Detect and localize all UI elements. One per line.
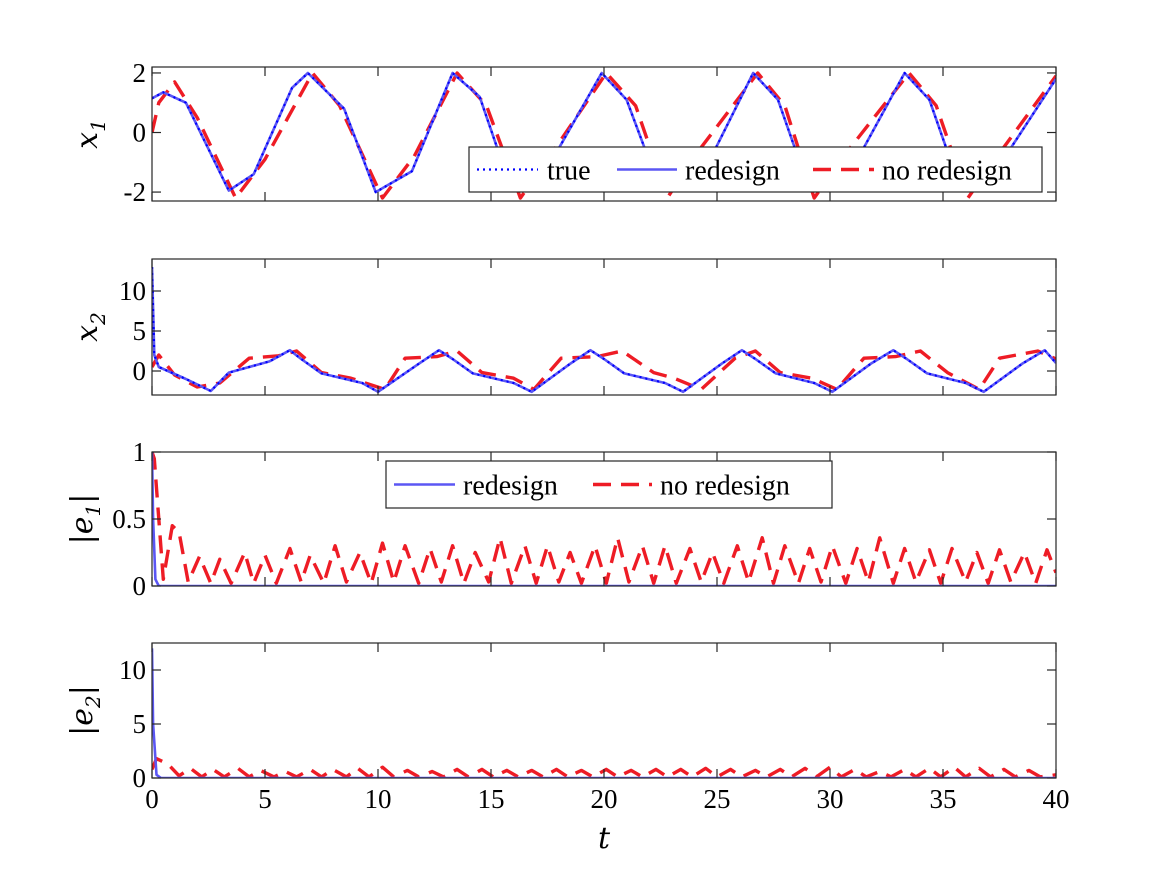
- subplot-4: 0 5 10 0 5 10 15 20 25 30 35 40 |e2| t: [65, 642, 1070, 856]
- y-tick-label: 0: [133, 118, 147, 148]
- legend-label-true: true: [547, 156, 591, 187]
- x-tick-label: 40: [1043, 784, 1070, 814]
- legend-label-redesign: redesign: [463, 471, 558, 502]
- x-tick-label: 25: [704, 784, 731, 814]
- y-tick-label: 2: [133, 58, 147, 88]
- legend: redesign no redesign: [385, 460, 833, 509]
- y-axis-label-subscript: 2: [81, 695, 105, 709]
- legend-label-redesign: redesign: [685, 156, 780, 187]
- series-no-redesign-line: [152, 756, 1056, 778]
- y-axis-label-subscript: 1: [86, 119, 110, 132]
- y-tick-label: 1: [133, 437, 147, 467]
- y-axis-label-subscript: 2: [86, 312, 110, 326]
- x-axis-label: t: [598, 821, 611, 856]
- x-tick-label: 30: [817, 784, 844, 814]
- subplot-2: 0 5 10 x2: [70, 258, 1057, 396]
- series-redesign-line: [152, 452, 1056, 586]
- subplot-1: -2 0 2 x1 true redesign no redesign: [70, 58, 1057, 207]
- legend: true redesign no redesign: [468, 146, 1043, 193]
- y-axis-label: x2: [70, 312, 110, 342]
- subplot-3: 00.51|e1| redesign no redesign: [65, 437, 1057, 601]
- y-axis-label-main: x: [70, 132, 105, 149]
- y-axis-label-main: |e: [65, 516, 100, 544]
- x-tick-label: 0: [145, 784, 159, 814]
- y-axis-label-suffix: |: [65, 685, 100, 695]
- series-redesign-line: [152, 266, 1056, 394]
- y-tick-label: 0: [133, 763, 147, 793]
- y-tick-label: 0.5: [112, 504, 146, 534]
- plot-area: [152, 259, 1056, 395]
- series-redesign-line: [152, 648, 1056, 778]
- y-tick-label: -2: [124, 177, 147, 207]
- y-axis-label: |e1|: [65, 494, 105, 545]
- y-tick-label: 0: [133, 571, 147, 601]
- y-tick-label: 0: [133, 356, 147, 386]
- series-no-redesign-line: [152, 452, 1056, 585]
- y-axis-label-main: |e: [65, 708, 100, 736]
- y-tick-label: 10: [119, 655, 146, 685]
- legend-label-no-redesign: no redesign: [882, 156, 1012, 187]
- y-axis-label-subscript: 1: [81, 504, 105, 517]
- y-tick-label: 10: [119, 276, 146, 306]
- plot-area: [152, 643, 1056, 778]
- y-tick-label: 5: [133, 709, 147, 739]
- legend-label-no-redesign: no redesign: [660, 471, 790, 502]
- x-tick-label: 5: [258, 784, 272, 814]
- x-tick-label: 15: [478, 784, 505, 814]
- y-axis-label-main: x: [70, 325, 105, 342]
- y-axis-label-suffix: |: [65, 494, 100, 504]
- legend-box: [468, 146, 1043, 193]
- x-tick-label: 10: [365, 784, 392, 814]
- y-axis-label: |e2|: [65, 685, 105, 736]
- x-tick-label: 20: [591, 784, 618, 814]
- y-tick-label: 5: [133, 316, 147, 346]
- x-tick-label: 35: [930, 784, 957, 814]
- y-axis-label: x1: [70, 119, 110, 149]
